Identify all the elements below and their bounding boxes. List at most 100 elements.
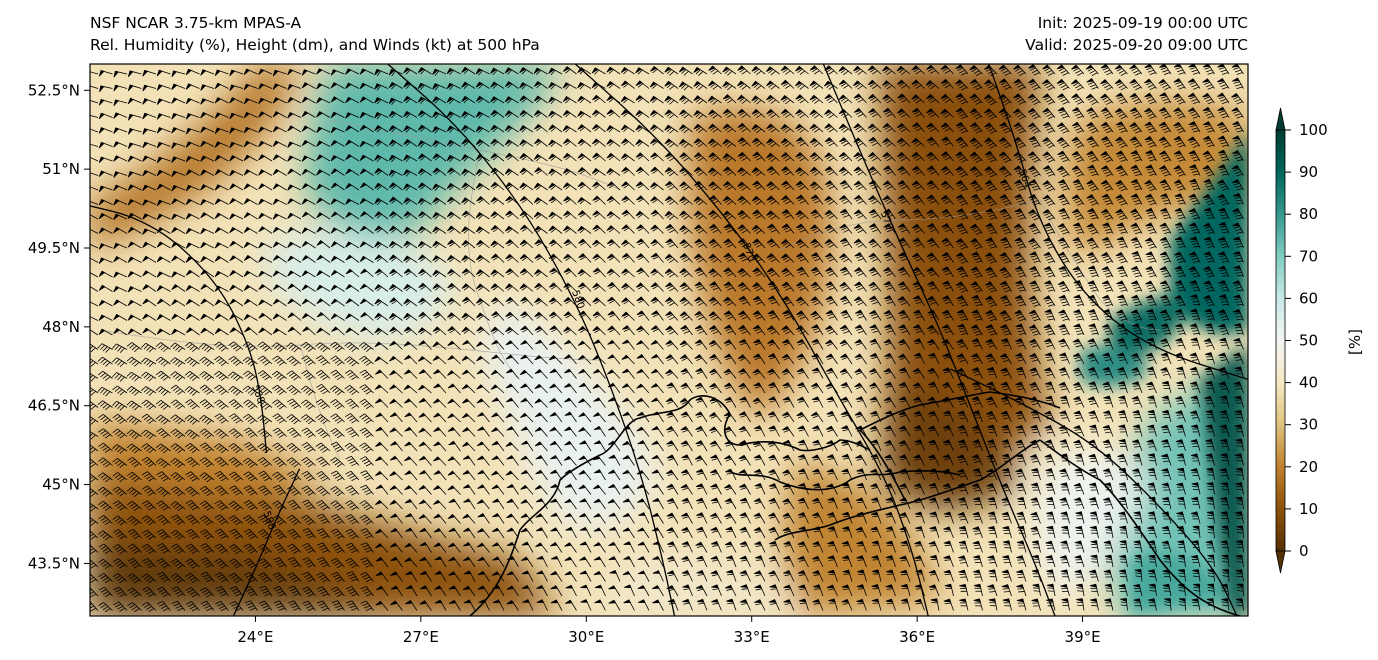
- lon-tick-label: 27°E: [403, 628, 439, 646]
- wind-barb: [417, 110, 432, 118]
- wind-barb: [650, 66, 664, 75]
- wind-barb: [1173, 78, 1186, 90]
- wind-barb: [229, 84, 244, 92]
- wind-barb: [272, 83, 287, 90]
- wind-barb: [446, 67, 461, 76]
- wind-barb: [461, 81, 476, 90]
- wind-barb: [1056, 64, 1070, 76]
- wind-barb: [345, 112, 360, 119]
- wind-barb: [809, 80, 824, 90]
- wind-barb: [1188, 64, 1201, 75]
- wind-barb: [664, 80, 679, 90]
- wind-barb: [475, 68, 490, 76]
- wind-barb: [1056, 78, 1070, 91]
- wind-barb: [214, 69, 229, 76]
- wind-barb: [838, 79, 853, 89]
- wind-barb: [969, 93, 983, 105]
- lon-tick-label: 24°E: [237, 628, 273, 646]
- wind-barb: [592, 94, 606, 104]
- lon-tick-label: 36°E: [899, 628, 935, 646]
- wind-barb: [113, 84, 128, 92]
- colorbar-tick-label: 90: [1299, 163, 1318, 181]
- wind-barb: [1085, 64, 1099, 76]
- wind-barb: [737, 80, 751, 90]
- wind-barb: [562, 66, 577, 75]
- wind-barb: [577, 95, 592, 104]
- lon-tick-label: 30°E: [568, 628, 604, 646]
- wind-barb: [1187, 92, 1201, 105]
- wind-barb: [403, 95, 418, 104]
- wind-barb: [359, 82, 374, 89]
- wind-barb: [1042, 64, 1056, 76]
- valid-time: Valid: 2025-09-20 09:00 UTC: [1025, 36, 1248, 54]
- wind-barb: [519, 66, 534, 75]
- wind-barb: [374, 97, 389, 105]
- wind-barb: [620, 66, 635, 75]
- wind-barb: [258, 68, 273, 76]
- colorbar-bar: [1275, 129, 1286, 552]
- wind-barb: [1115, 92, 1128, 105]
- wind-barb: [1100, 93, 1114, 105]
- wind-barb: [999, 78, 1012, 90]
- wind-barb: [90, 115, 99, 118]
- wind-barb: [1159, 92, 1172, 104]
- wind-barb: [171, 70, 186, 78]
- wind-barb: [853, 65, 867, 75]
- wind-barb: [113, 99, 128, 107]
- wind-barb: [621, 80, 635, 89]
- wind-barb: [258, 97, 273, 105]
- wind-barb: [1173, 64, 1186, 75]
- wind-barb: [693, 95, 708, 105]
- wind-barb: [171, 97, 186, 104]
- wind-barb: [90, 100, 99, 104]
- wind-barb: [258, 83, 273, 90]
- wind-barb: [330, 69, 345, 76]
- wind-barb: [519, 82, 534, 90]
- wind-barb: [1144, 78, 1157, 91]
- wind-barb: [533, 80, 548, 89]
- wind-barb: [562, 95, 577, 104]
- wind-barb: [316, 111, 331, 118]
- wind-barb: [867, 65, 882, 75]
- wind-barb: [374, 111, 389, 120]
- wind-barb: [243, 111, 258, 119]
- wind-barb: [185, 113, 200, 120]
- wind-barb: [330, 82, 345, 89]
- colorbar-tick-label: 70: [1299, 247, 1318, 265]
- wind-barb: [388, 110, 403, 119]
- wind-barb: [142, 84, 157, 92]
- wind-barb: [1173, 93, 1186, 105]
- wind-barb: [519, 95, 534, 104]
- wind-barb: [127, 70, 142, 78]
- wind-barb: [490, 109, 505, 118]
- wind-barb: [969, 65, 983, 77]
- wind-barb: [200, 98, 215, 105]
- model-title: NSF NCAR 3.75-km MPAS-A: [90, 14, 302, 32]
- wind-barb: [417, 67, 432, 75]
- wind-barb: [432, 96, 447, 104]
- wind-barb: [1158, 78, 1172, 91]
- wind-barb: [896, 65, 911, 75]
- wind-barb: [461, 111, 476, 119]
- wind-barb: [795, 80, 809, 90]
- wind-barb: [229, 112, 244, 120]
- wind-barb: [1232, 77, 1244, 89]
- wind-barb: [926, 64, 940, 75]
- wind-barb: [882, 94, 896, 104]
- wind-barb: [577, 82, 592, 90]
- wind-barb: [243, 83, 258, 91]
- wind-barb: [113, 70, 128, 78]
- wind-barb: [911, 94, 925, 104]
- wind-barb: [142, 98, 157, 105]
- lat-tick-label: 49.5°N: [28, 239, 80, 257]
- wind-barb: [955, 93, 969, 105]
- wind-barb: [330, 111, 345, 118]
- wind-barb: [1100, 79, 1114, 91]
- wind-barb: [156, 113, 171, 120]
- wind-barb: [504, 67, 519, 75]
- wind-barb: [766, 80, 780, 90]
- wind-barb: [316, 97, 331, 104]
- wind-barb: [591, 67, 606, 75]
- wind-barb: [1071, 79, 1085, 91]
- wind-barb: [911, 79, 925, 89]
